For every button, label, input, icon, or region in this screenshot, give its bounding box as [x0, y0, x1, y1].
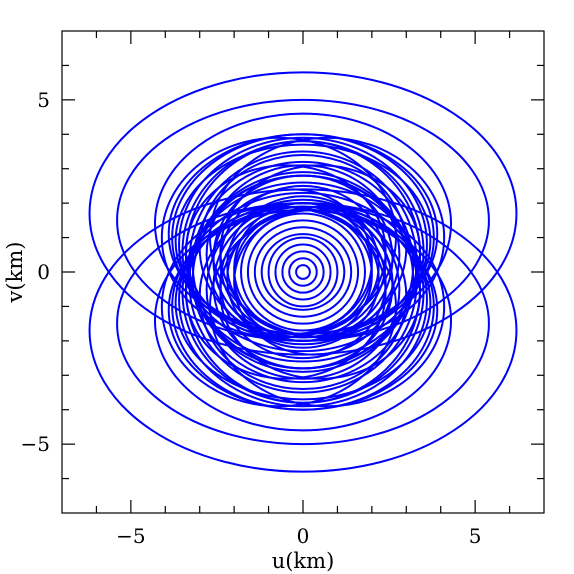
x-axis-label: u(km) — [272, 549, 335, 573]
y-axis-label: v(km) — [3, 242, 27, 304]
uv-track — [205, 164, 401, 346]
tick-labels: −5 0 5 −5 0 5 — [21, 88, 482, 548]
uv-track — [184, 205, 387, 380]
x-tick-label: −5 — [116, 524, 145, 548]
uv-track — [219, 164, 422, 339]
uv-track — [205, 198, 401, 380]
uv-track — [188, 150, 418, 373]
uv-track — [240, 212, 366, 332]
uv-track — [288, 257, 318, 287]
x-tick-label: 5 — [469, 524, 482, 548]
y-tick-label: 0 — [37, 260, 50, 284]
uv-track — [178, 136, 428, 353]
uv-track — [188, 171, 418, 394]
uv-track — [295, 264, 311, 280]
y-tick-label: −5 — [21, 432, 50, 456]
uv-track — [212, 188, 373, 335]
uv-track — [267, 236, 339, 308]
uv-track — [178, 191, 428, 408]
uv-track — [274, 243, 332, 301]
uv-track — [233, 209, 394, 356]
uv-track — [253, 226, 353, 318]
y-tick-label: 5 — [37, 88, 50, 112]
uv-track — [281, 250, 325, 294]
uv-track — [260, 233, 346, 311]
axis-ticks — [62, 31, 544, 513]
uv-track — [246, 219, 360, 325]
x-tick-label: 0 — [297, 524, 310, 548]
uv-tracks — [88, 71, 518, 473]
